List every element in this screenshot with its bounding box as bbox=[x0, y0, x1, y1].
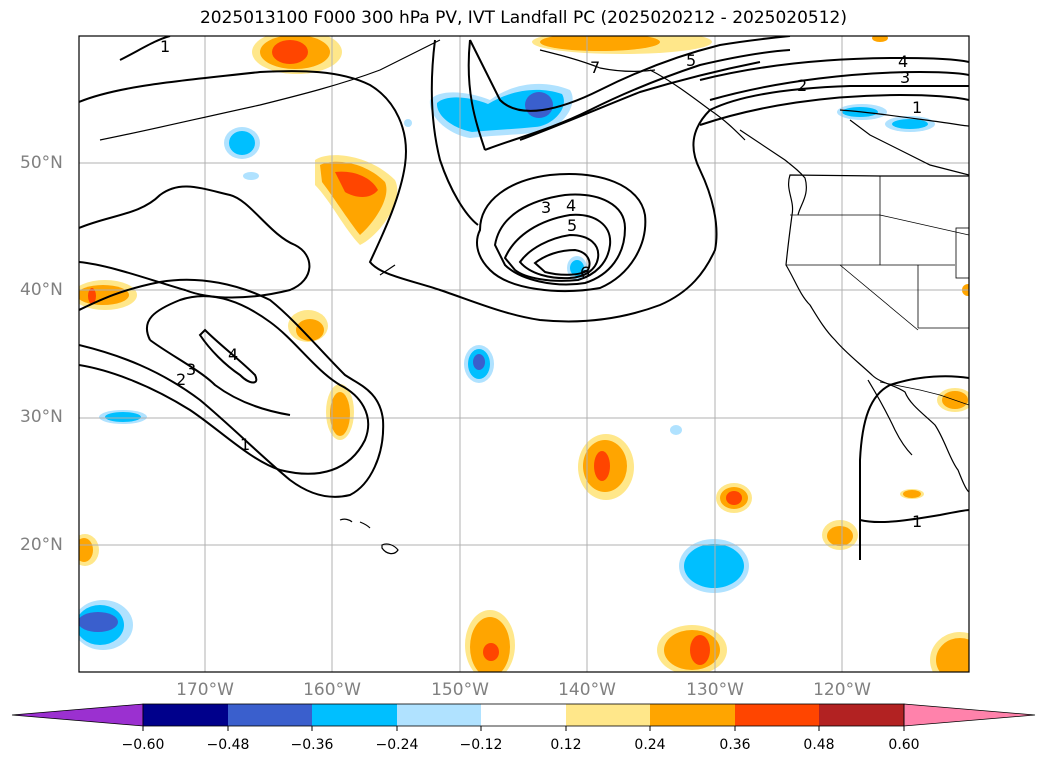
contour-label-group: 1 1 1 1 2 2 3 3 3 4 4 4 5 5 6 7 bbox=[160, 37, 922, 531]
contour-label: 3 bbox=[541, 198, 551, 217]
contour-label: 1 bbox=[912, 512, 922, 531]
contour-label: 4 bbox=[566, 196, 576, 215]
contour-label: 4 bbox=[898, 52, 908, 71]
contour-label: 3 bbox=[186, 360, 196, 379]
lon-label-160w: 160°W bbox=[303, 680, 361, 700]
colorbar-tick-label: 0.60 bbox=[888, 737, 920, 753]
colorbar-tick-label: −0.12 bbox=[459, 737, 503, 753]
colorbar-tick-label: 0.12 bbox=[550, 737, 582, 753]
map-title: 2025013100 F000 300 hPa PV, IVT Landfall… bbox=[199, 8, 847, 28]
lat-label-40n: 40°N bbox=[20, 280, 63, 300]
lon-label-150w: 150°W bbox=[431, 680, 489, 700]
lon-label-170w: 170°W bbox=[176, 680, 234, 700]
contour-label: 1 bbox=[160, 37, 170, 56]
contour-label: 5 bbox=[686, 51, 696, 70]
pv-negative-anomalies bbox=[79, 83, 935, 650]
lon-label-130w: 130°W bbox=[686, 680, 744, 700]
contour-label: 5 bbox=[567, 216, 577, 235]
lat-label-50n: 50°N bbox=[20, 153, 63, 173]
colorbar-tick-label: −0.48 bbox=[206, 737, 250, 753]
contour-label: 6 bbox=[580, 263, 590, 282]
ivt-contours bbox=[79, 36, 969, 560]
state-borders bbox=[786, 176, 969, 406]
pv-positive-anomalies bbox=[79, 36, 969, 672]
lon-label-120w: 120°W bbox=[813, 680, 871, 700]
contour-label: 7 bbox=[590, 58, 600, 77]
colorbar-tick-label: −0.60 bbox=[121, 737, 165, 753]
colorbar-tick-label: 0.24 bbox=[634, 737, 666, 753]
colorbar-tick-label: 0.36 bbox=[719, 737, 751, 753]
contour-label: 1 bbox=[240, 435, 250, 454]
contour-label: 2 bbox=[176, 370, 186, 389]
colorbar-tick-label: 0.48 bbox=[803, 737, 835, 753]
graticule bbox=[79, 36, 969, 672]
lat-label-30n: 30°N bbox=[20, 407, 63, 427]
lat-label-20n: 20°N bbox=[20, 535, 63, 555]
contour-label: 4 bbox=[228, 345, 238, 364]
contour-label: 3 bbox=[900, 68, 910, 87]
contour-label: 1 bbox=[912, 98, 922, 117]
colorbar-tick-label: −0.36 bbox=[290, 737, 334, 753]
lon-label-140w: 140°W bbox=[558, 680, 616, 700]
colorbar bbox=[11, 703, 1036, 731]
colorbar-tick-label: −0.24 bbox=[375, 737, 419, 753]
contour-label: 2 bbox=[797, 76, 807, 95]
plot-frame bbox=[78, 35, 970, 673]
